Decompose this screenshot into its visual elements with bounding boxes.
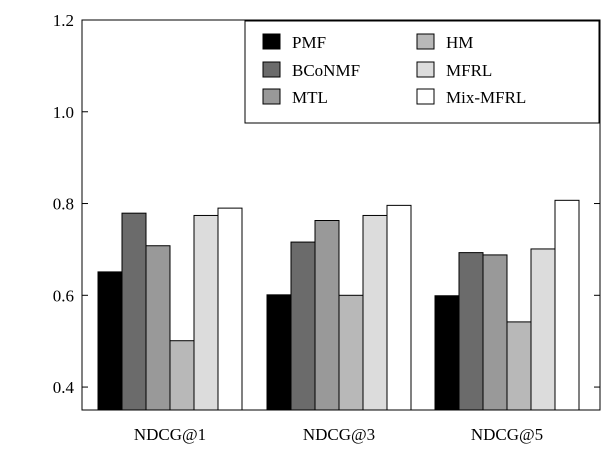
category-labels-layer: NDCG@1 NDCG@3 NDCG@5 bbox=[134, 404, 543, 444]
y-tick-label: 1.0 bbox=[53, 103, 74, 122]
legend-swatch-mix-mfrl bbox=[416, 88, 435, 105]
y-tick-label: 0.4 bbox=[53, 378, 75, 397]
bar-mix-mfrl-ndcg-3 bbox=[386, 204, 412, 411]
bar-pmf-ndcg-5 bbox=[434, 295, 460, 411]
legend-label-pmf: PMF bbox=[292, 33, 326, 52]
legend-swatch-hm bbox=[416, 33, 435, 50]
legend-label-bconmf: BCoNMF bbox=[292, 61, 360, 80]
legend-label-hm: HM bbox=[446, 33, 473, 52]
bar-mfrl-ndcg-5 bbox=[530, 248, 556, 411]
bar-hm-ndcg-1 bbox=[169, 340, 195, 411]
legend: PMF BCoNMF MTL HM MFRL Mix-MFRL bbox=[244, 20, 600, 124]
y-tick-label: 1.2 bbox=[53, 11, 74, 30]
legend-label-mix-mfrl: Mix-MFRL bbox=[446, 88, 526, 107]
bars-layer bbox=[97, 199, 580, 411]
bar-mfrl-ndcg-3 bbox=[362, 214, 388, 411]
bar-hm-ndcg-5 bbox=[506, 321, 532, 411]
legend-swatch-mfrl bbox=[416, 61, 435, 78]
bar-mix-mfrl-ndcg-1 bbox=[217, 207, 243, 411]
legend-swatch-pmf bbox=[262, 33, 281, 50]
bar-mtl-ndcg-5 bbox=[482, 254, 508, 411]
x-category-label: NDCG@3 bbox=[303, 425, 375, 444]
x-category-label: NDCG@1 bbox=[134, 425, 206, 444]
legend-label-mfrl: MFRL bbox=[446, 61, 492, 80]
bar-mix-mfrl-ndcg-5 bbox=[554, 199, 580, 411]
bar-hm-ndcg-3 bbox=[338, 294, 364, 411]
bar-pmf-ndcg-1 bbox=[97, 271, 123, 411]
bar-bconmf-ndcg-3 bbox=[290, 241, 316, 411]
bar-bconmf-ndcg-5 bbox=[458, 252, 484, 411]
axes-layer bbox=[81, 19, 601, 411]
legend-label-mtl: MTL bbox=[292, 88, 328, 107]
x-category-label: NDCG@5 bbox=[471, 425, 543, 444]
y-ticks-layer: 0.4 0.6 0.8 1.0 1.2 bbox=[53, 11, 600, 397]
bar-mfrl-ndcg-1 bbox=[193, 214, 219, 411]
plot-frame bbox=[81, 19, 601, 411]
bar-pmf-ndcg-3 bbox=[266, 294, 292, 411]
bar-bconmf-ndcg-1 bbox=[121, 212, 147, 411]
bar-mtl-ndcg-3 bbox=[314, 220, 340, 411]
legend-swatch-bconmf bbox=[262, 61, 281, 78]
legend-swatch-mtl bbox=[262, 88, 281, 105]
y-tick-label: 0.6 bbox=[53, 286, 74, 305]
y-tick-label: 0.8 bbox=[53, 195, 74, 214]
bar-mtl-ndcg-1 bbox=[145, 245, 171, 411]
